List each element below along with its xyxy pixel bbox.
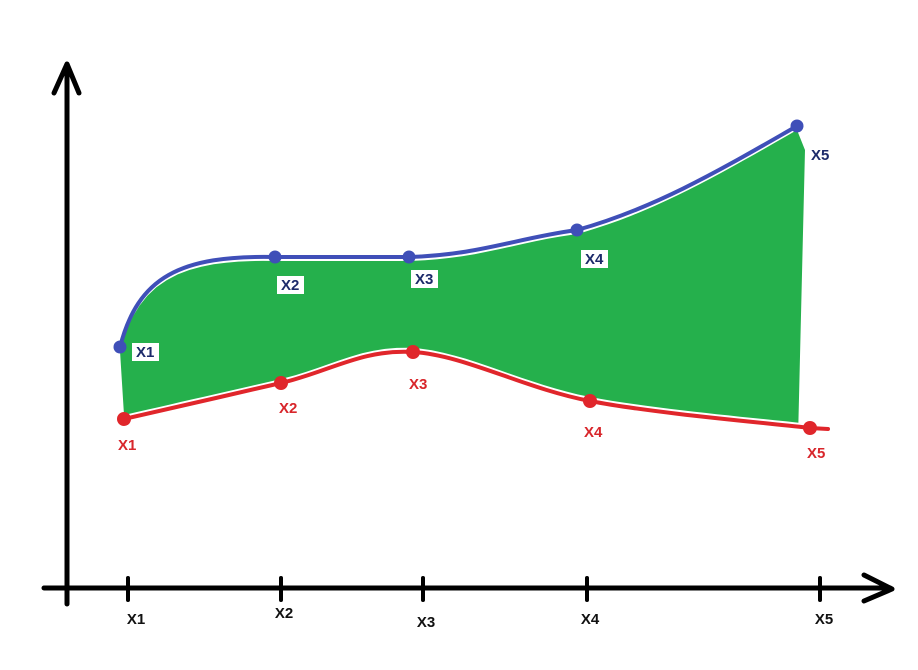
upper-label-background [277, 276, 304, 294]
upper-label-background [807, 146, 834, 164]
upper-label-x3: X3 [411, 270, 438, 288]
lower-label-x2: X2 [279, 400, 297, 417]
lower-curve-points [117, 345, 817, 435]
lower-label-x5: X5 [807, 445, 825, 462]
upper-label-text: X4 [585, 251, 604, 268]
lower-curve-labels: X1 X2 X3 X4 X5 [118, 376, 825, 462]
upper-point-x4 [570, 223, 584, 237]
upper-label-x5: X5 [807, 146, 834, 164]
upper-label-background [132, 343, 159, 361]
lower-label-x4: X4 [584, 424, 603, 441]
upper-label-x4: X4 [581, 250, 608, 268]
x-axis-ticks [126, 576, 822, 602]
x-tick-label-x3: X3 [417, 614, 435, 631]
x-tick-label-x1: X1 [127, 611, 145, 628]
lower-label-x3: X3 [409, 376, 427, 393]
upper-label-text: X5 [811, 147, 829, 164]
y-axis-arrowhead [51, 61, 82, 96]
lower-point-x5 [803, 421, 817, 435]
x-axis-arrowhead [861, 572, 895, 604]
x-axis-tick-labels: X1 X2 X3 X4 X5 [127, 605, 833, 631]
lower-point-x2 [274, 376, 288, 390]
lower-curve [122, 349, 830, 431]
x-tick-label-x2: X2 [275, 605, 293, 622]
upper-label-background [581, 250, 608, 268]
upper-curve [118, 124, 799, 349]
filled-area-between-curves [120, 130, 805, 423]
x-tick-label-x4: X4 [581, 611, 600, 628]
upper-point-x2 [268, 250, 282, 264]
upper-label-text: X3 [415, 271, 433, 288]
upper-label-x1: X1 [132, 343, 159, 361]
x-tick-label-x5: X5 [815, 611, 833, 628]
upper-point-x3 [402, 250, 416, 264]
lower-point-x4 [583, 394, 597, 408]
upper-label-text: X2 [281, 277, 299, 294]
upper-label-text: X1 [136, 344, 154, 361]
axes [41, 61, 895, 607]
upper-label-x2: X2 [277, 276, 304, 294]
lower-label-x1: X1 [118, 437, 136, 454]
upper-point-x1 [113, 340, 127, 354]
upper-point-x5 [790, 119, 804, 133]
lower-point-x3 [406, 345, 420, 359]
upper-label-background [411, 270, 438, 288]
upper-curve-points [113, 119, 804, 354]
lower-point-x1 [117, 412, 131, 426]
upper-curve-labels: X1 X2 X3 X4 X5 [132, 146, 834, 361]
